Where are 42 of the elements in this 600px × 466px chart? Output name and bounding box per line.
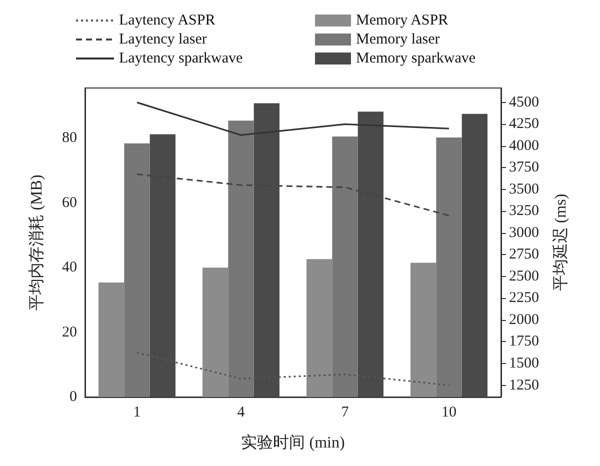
x-tick-label: 1 — [133, 404, 141, 420]
bar — [124, 143, 150, 397]
y2-tick-label: 1750 — [509, 334, 539, 350]
x-tick-label: 7 — [341, 404, 350, 420]
legend-label: Laytency laser — [119, 32, 207, 48]
bar — [98, 282, 124, 397]
bar — [436, 138, 462, 397]
y2-tick-label: 3500 — [509, 181, 539, 198]
y2-tick-label: 3250 — [509, 203, 539, 220]
x-axis-title: 实验时间 (min) — [241, 434, 345, 452]
legend-label: Memory sparkwave — [356, 50, 476, 66]
bar — [202, 268, 228, 397]
bar — [332, 136, 358, 397]
y-tick-label: 60 — [62, 194, 77, 211]
bar — [306, 259, 332, 397]
line-series — [136, 102, 450, 136]
bar — [228, 120, 254, 397]
y-tick-label: 80 — [62, 130, 77, 146]
y-axis-title: 平均内存消耗 (MB) — [28, 174, 46, 310]
y2-tick-label: 3000 — [509, 224, 539, 241]
y2-tick-label: 2750 — [509, 246, 539, 263]
y2-tick-label: 4500 — [509, 94, 539, 110]
bar — [410, 262, 436, 397]
legend-label: Laytency sparkwave — [119, 50, 244, 66]
legend-label: Memory laser — [356, 32, 440, 48]
legend-label: Memory ASPR — [356, 12, 448, 28]
y2-tick-label: 1500 — [509, 356, 539, 372]
y2-tick-label: 4250 — [509, 116, 539, 132]
y2-tick-label: 2000 — [509, 312, 539, 328]
x-tick-label: 10 — [442, 404, 456, 420]
y-tick-label: 20 — [62, 324, 77, 340]
y2-axis-title: 平均延迟 (ms) — [552, 194, 570, 292]
y2-tick-label: 1250 — [509, 377, 539, 394]
y-tick-label: 40 — [62, 260, 77, 276]
y2-tick-label: 2500 — [509, 268, 539, 284]
legend-label: Laytency ASPR — [119, 12, 216, 28]
y2-tick-label: 4000 — [509, 138, 539, 154]
y2-tick-label: 3750 — [509, 160, 539, 176]
y-tick-label: 0 — [70, 389, 77, 405]
x-tick-label: 4 — [237, 404, 246, 420]
y2-tick-label: 2250 — [509, 290, 539, 306]
bar — [462, 114, 488, 397]
